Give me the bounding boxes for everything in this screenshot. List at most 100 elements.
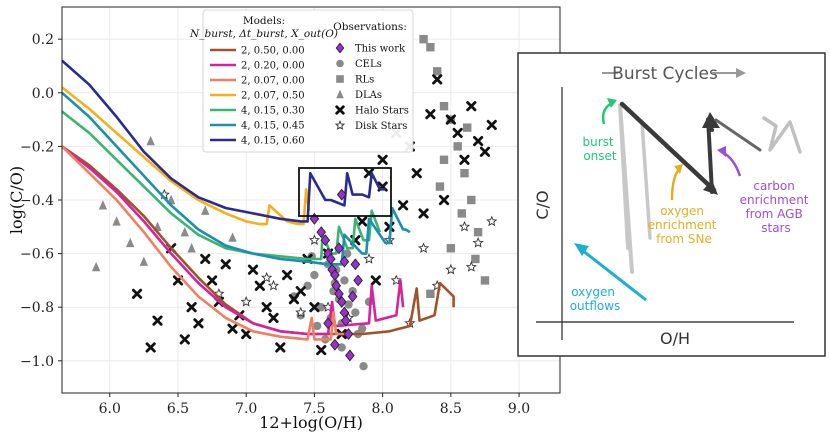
- series-line-4-0-15-0-45: [62, 91, 411, 266]
- obs-point-halo-stars-stroke: [275, 342, 286, 353]
- legend-models-header: Models:: [243, 15, 285, 27]
- obs-point-this-work-top: [330, 269, 340, 281]
- obs-point-disk-stars: [308, 234, 320, 245]
- y-tick-label: 0.2: [32, 32, 54, 48]
- obs-point-cels: [312, 321, 322, 331]
- obs-point-halo-stars: [220, 259, 231, 270]
- obs-point-rls: [439, 101, 449, 111]
- obs-point-halo-stars: [411, 168, 422, 179]
- y-tick-label: 0.0: [32, 86, 54, 102]
- obs-point-halo-stars-stroke: [241, 328, 252, 340]
- obs-point-rls: [473, 227, 483, 237]
- obs-point-halo-stars-stroke: [200, 253, 211, 265]
- obs-point-halo-stars-stroke: [397, 200, 409, 211]
- obs-point-halo-stars: [206, 275, 218, 286]
- obs-point-halo-stars-stroke: [295, 286, 306, 297]
- obs-point-rls: [426, 289, 435, 299]
- obs-point-disk-stars: [472, 237, 484, 248]
- obs-point-rls: [457, 209, 466, 218]
- obs-point-dlas: [187, 243, 196, 253]
- obs-point-halo-stars-stroke: [206, 275, 218, 286]
- legend-observations: This work CELs RLs DLAs Halo Stars Disk Stars: [334, 42, 409, 132]
- obs-point-halo-stars-stroke: [459, 154, 470, 165]
- obs-point-this-work-top: [350, 258, 361, 271]
- obs-point-cels: [337, 343, 346, 352]
- obs-point-halo-stars-stroke: [131, 288, 143, 299]
- schematic-y-label: C/O: [533, 190, 552, 219]
- obs-point-halo-stars: [275, 342, 286, 353]
- obs-point-halo-stars: [179, 334, 190, 345]
- dark-decline-1: [619, 101, 717, 193]
- oxygen-outflows-arrow: [581, 248, 647, 302]
- obs-point-halo-stars: [425, 109, 436, 120]
- y-tick-label: −0.2: [20, 139, 54, 155]
- obs-point-rls: [426, 43, 435, 52]
- obs-point-halo-stars: [131, 288, 143, 299]
- obs-point-halo-stars-stroke: [466, 101, 477, 112]
- obs-point-halo-stars-stroke: [186, 302, 197, 313]
- obs-point-dlas: [112, 216, 121, 226]
- obs-point-halo-stars: [473, 135, 484, 147]
- carbon-agb-label: carbon enrichment from AGB stars: [740, 179, 813, 235]
- y-tick-label: −0.4: [20, 193, 54, 209]
- x-tick-label: 7.5: [303, 401, 325, 417]
- obs-point-this-work-top: [336, 188, 347, 201]
- obs-point-halo-stars: [241, 328, 252, 340]
- obs-point-halo-stars-stroke: [288, 294, 300, 305]
- obs-point-disk-stars: [465, 261, 477, 272]
- series-line-2-0-07-0-50: [62, 86, 311, 226]
- obs-point-halo-stars-stroke: [316, 345, 327, 356]
- schematic-frame: [517, 52, 826, 357]
- legend-box: [202, 9, 414, 153]
- obs-point-cels: [340, 276, 349, 285]
- obs-point-halo-stars: [432, 74, 443, 85]
- obs-point-rls: [467, 195, 476, 205]
- legend-label-model: 4, 0.15, 0.45: [241, 121, 305, 132]
- obs-point-halo-stars-stroke: [438, 194, 450, 206]
- obs-point-disk-stars: [390, 274, 402, 286]
- model-series-layer: [62, 59, 455, 362]
- obs-point-cels: [317, 303, 326, 312]
- obs-point-halo-stars: [370, 275, 381, 286]
- obs-point-this-work-top: [334, 287, 344, 300]
- obs-point-rls: [471, 254, 480, 264]
- legend-label-observation: RLs: [355, 75, 374, 86]
- obs-point-halo-stars: [152, 315, 163, 326]
- obs-point-cels: [310, 270, 319, 280]
- burst-onset-label: burst onset: [583, 135, 618, 163]
- obs-point-this-work-top: [331, 279, 341, 292]
- series-line-2-0-07-0-00: [62, 145, 349, 341]
- legend-marker-disk-stars: [334, 120, 346, 130]
- obs-point-this-work-top: [334, 242, 344, 255]
- obs-point-rls: [435, 182, 445, 191]
- obs-point-disk-stars: [486, 215, 498, 227]
- obs-point-this-work-top: [320, 234, 331, 247]
- obs-point-halo-stars: [418, 208, 429, 219]
- x-tick-label: 8.5: [440, 401, 462, 417]
- obs-point-halo-stars-stroke: [254, 280, 265, 291]
- obs-point-disk-stars: [240, 295, 252, 307]
- obs-point-halo-stars-stroke: [193, 318, 204, 329]
- obs-point-rls: [439, 155, 449, 164]
- burst-onset-arrowhead: [607, 98, 617, 108]
- obs-point-halo-stars: [466, 101, 477, 112]
- legend-models: 2, 0.50, 0.00 2, 0.20, 0.00 2, 0.07, 0.00 2…: [210, 46, 305, 147]
- obs-point-halo-stars: [459, 154, 470, 165]
- legend-label-observation: CELs: [355, 59, 382, 70]
- obs-point-halo-stars-stroke: [445, 114, 456, 125]
- obs-point-rls: [433, 67, 442, 76]
- x-tick-label: 6.0: [99, 401, 121, 417]
- obs-point-halo-stars-stroke: [370, 275, 381, 286]
- legend-label-model: 4, 0.15, 0.60: [241, 136, 305, 147]
- y-tick-label: −1.0: [20, 354, 54, 370]
- oxygen-outflows-label: oxygen outflows: [570, 285, 621, 313]
- obs-point-halo-stars: [282, 269, 293, 281]
- obs-point-halo-stars-stroke: [486, 119, 497, 131]
- obs-point-this-work-top: [316, 226, 326, 239]
- obs-point-dlas: [139, 256, 149, 266]
- x-tick-label: 6.5: [167, 401, 189, 417]
- legend-marker-dlas: [336, 89, 344, 99]
- zoom-box: [298, 167, 392, 217]
- obs-point-halo-stars: [357, 216, 368, 227]
- obs-point-halo-stars: [452, 127, 463, 139]
